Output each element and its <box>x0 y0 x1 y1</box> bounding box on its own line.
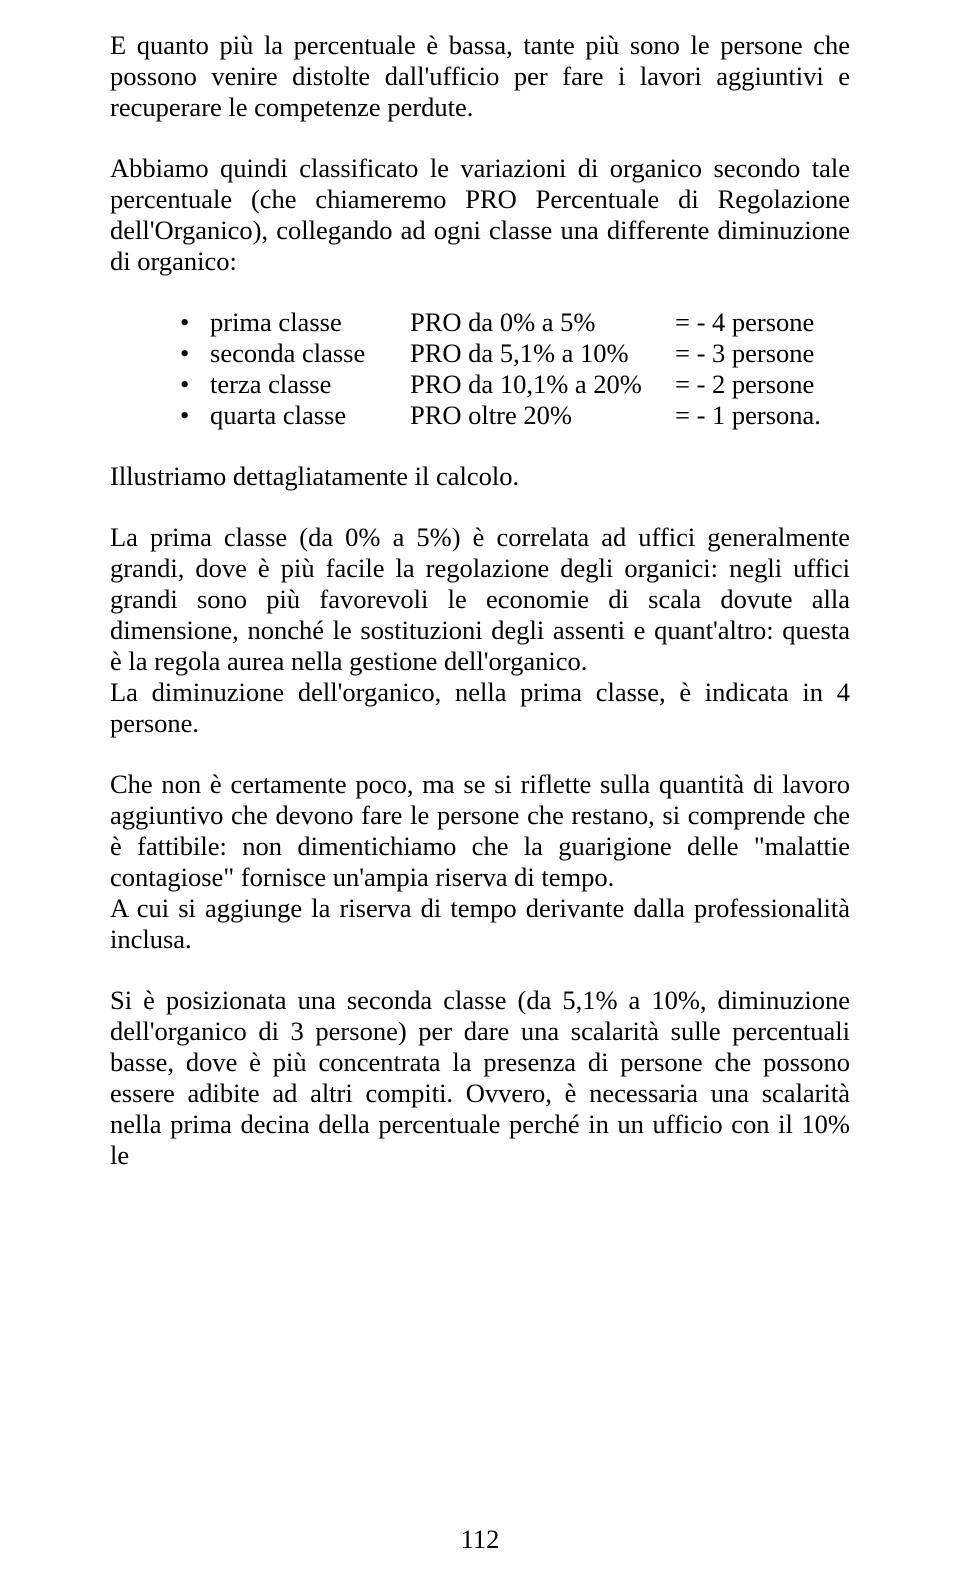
bullet-icon: • <box>180 369 210 400</box>
class-name: seconda classe <box>210 338 410 369</box>
paragraph-2: Abbiamo quindi classificato le variazion… <box>110 153 850 277</box>
page-number: 112 <box>0 1524 960 1555</box>
class-name: terza classe <box>210 369 410 400</box>
paragraph-3: Illustriamo dettagliatamente il calcolo. <box>110 461 850 492</box>
class-name: prima classe <box>210 307 410 338</box>
list-item: • seconda classe PRO da 5,1% a 10% = - 3… <box>180 338 850 369</box>
document-page: E quanto più la percentuale è bassa, tan… <box>0 0 960 1580</box>
list-item: • terza classe PRO da 10,1% a 20% = - 2 … <box>180 369 850 400</box>
bullet-icon: • <box>180 400 210 431</box>
class-result: = - 3 persone <box>675 338 850 369</box>
paragraph-6: Si è posizionata una seconda classe (da … <box>110 985 850 1171</box>
class-result: = - 4 persone <box>675 307 850 338</box>
class-result: = - 2 persone <box>675 369 850 400</box>
class-result: = - 1 persona. <box>675 400 850 431</box>
paragraph-4a: La prima classe (da 0% a 5%) è correlata… <box>110 522 850 677</box>
class-name: quarta classe <box>210 400 410 431</box>
bullet-icon: • <box>180 338 210 369</box>
paragraph-4b: La diminuzione dell'organico, nella prim… <box>110 677 850 739</box>
list-item: • quarta classe PRO oltre 20% = - 1 pers… <box>180 400 850 431</box>
bullet-icon: • <box>180 307 210 338</box>
class-bullet-list: • prima classe PRO da 0% a 5% = - 4 pers… <box>110 307 850 431</box>
class-range: PRO da 5,1% a 10% <box>410 338 675 369</box>
paragraph-1: E quanto più la percentuale è bassa, tan… <box>110 30 850 123</box>
paragraph-5a: Che non è certamente poco, ma se si rifl… <box>110 769 850 893</box>
class-range: PRO da 0% a 5% <box>410 307 675 338</box>
list-item: • prima classe PRO da 0% a 5% = - 4 pers… <box>180 307 850 338</box>
paragraph-5b: A cui si aggiunge la riserva di tempo de… <box>110 893 850 955</box>
class-range: PRO da 10,1% a 20% <box>410 369 675 400</box>
class-range: PRO oltre 20% <box>410 400 675 431</box>
